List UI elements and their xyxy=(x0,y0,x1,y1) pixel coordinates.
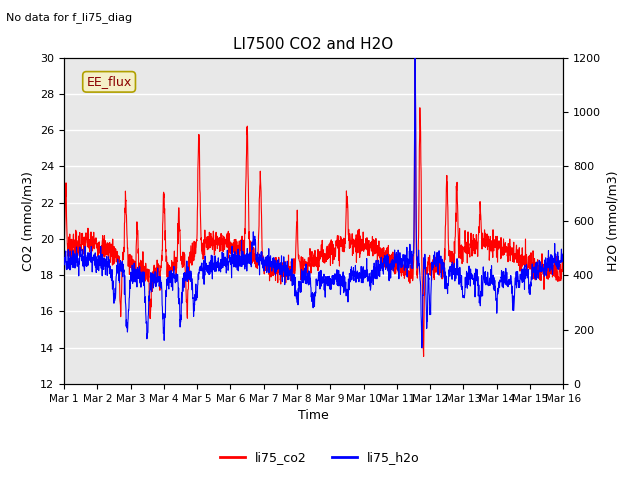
Title: LI7500 CO2 and H2O: LI7500 CO2 and H2O xyxy=(234,37,394,52)
X-axis label: Time: Time xyxy=(298,409,329,422)
Text: EE_flux: EE_flux xyxy=(86,75,132,88)
Text: No data for f_li75_diag: No data for f_li75_diag xyxy=(6,12,132,23)
Legend: li75_co2, li75_h2o: li75_co2, li75_h2o xyxy=(215,446,425,469)
Y-axis label: CO2 (mmol/m3): CO2 (mmol/m3) xyxy=(22,171,35,271)
Y-axis label: H2O (mmol/m3): H2O (mmol/m3) xyxy=(607,170,620,271)
